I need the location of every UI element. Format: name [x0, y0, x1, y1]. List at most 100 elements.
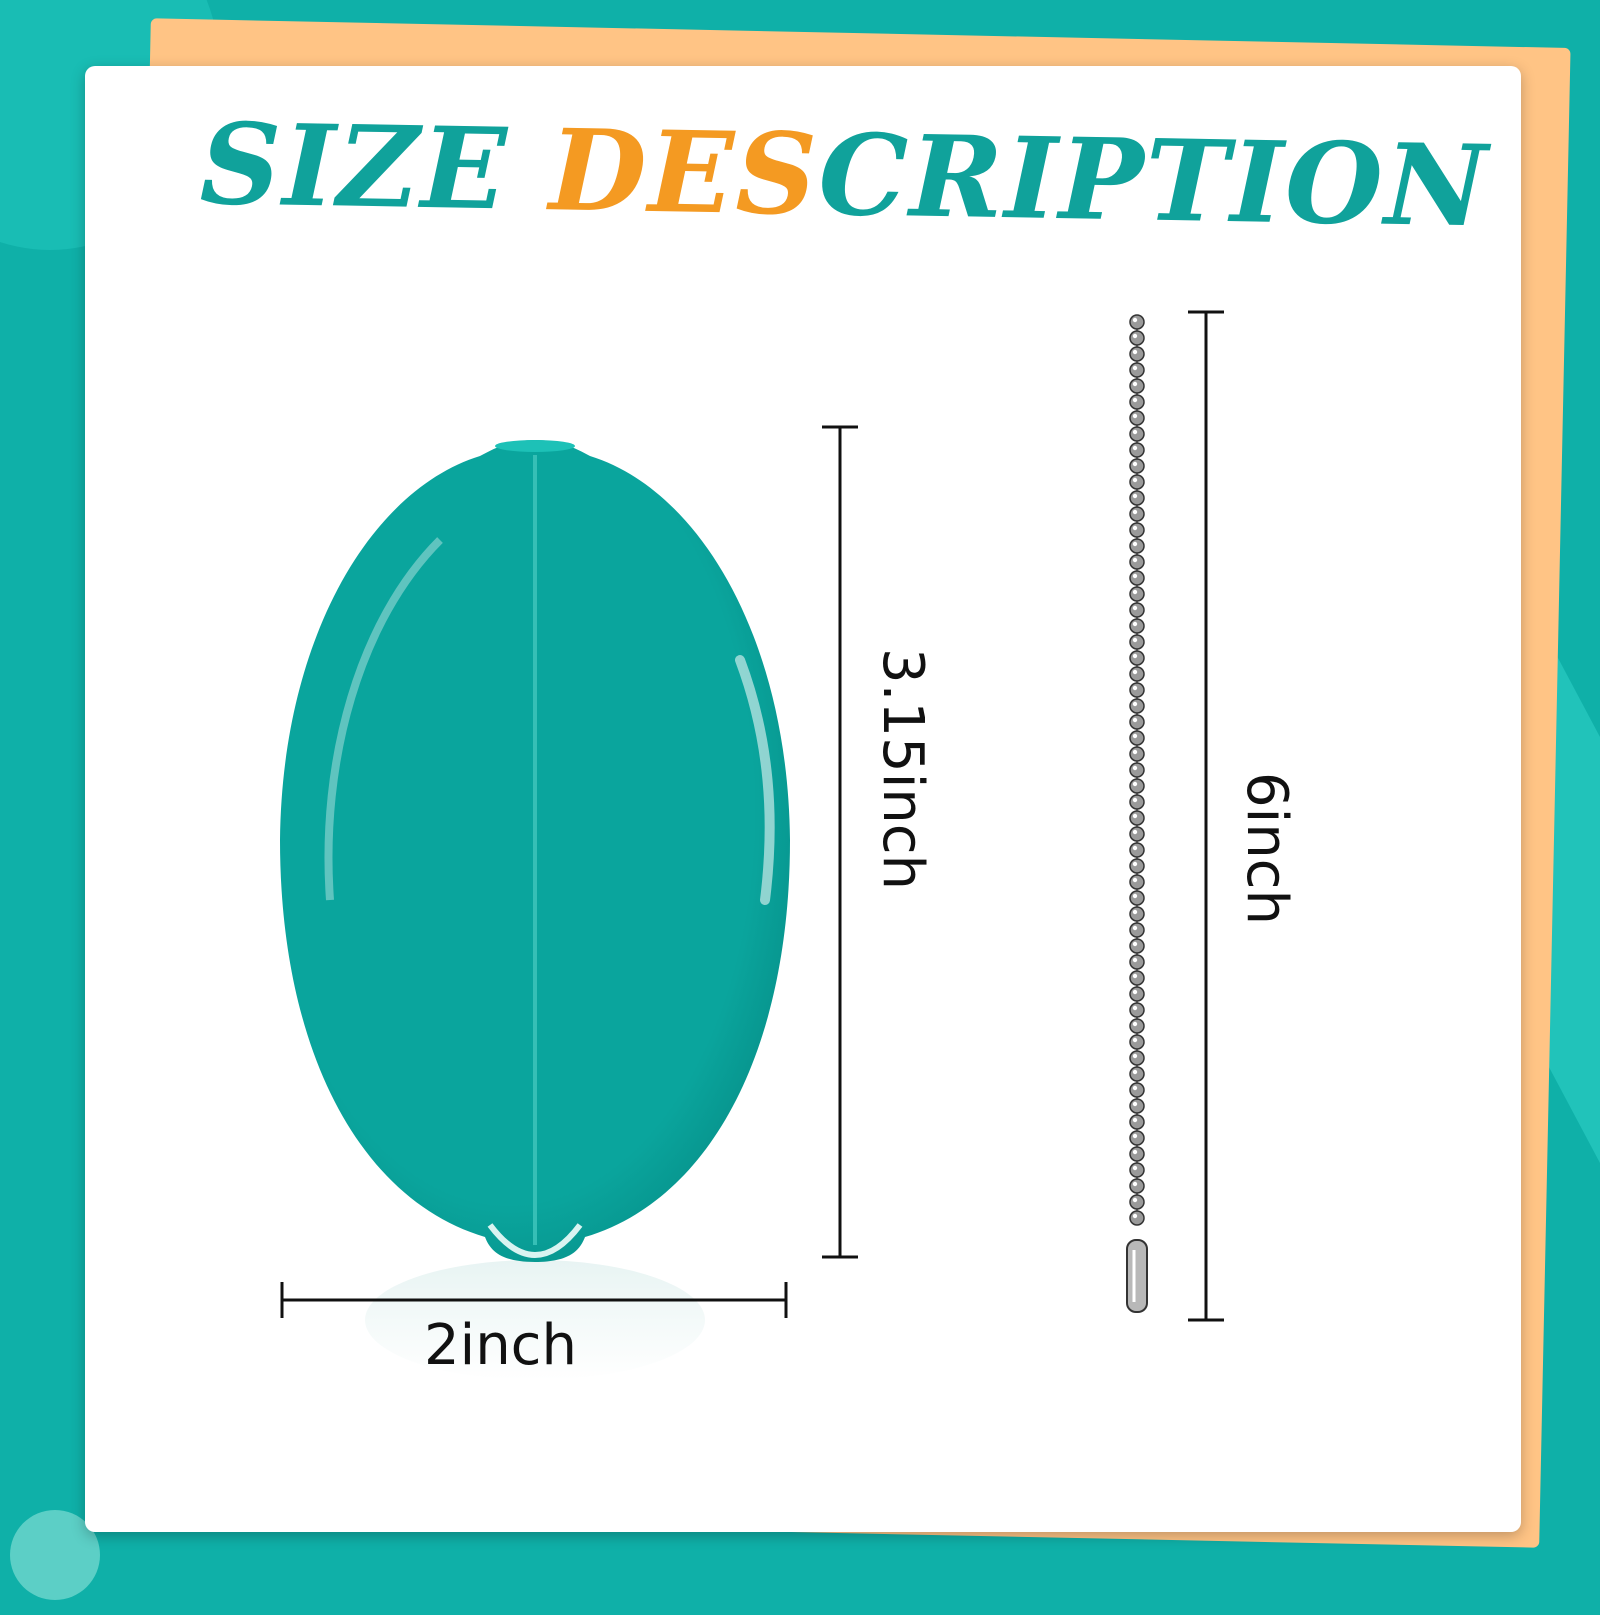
height-dimension-line	[822, 425, 858, 1259]
chain-ball	[1129, 730, 1145, 746]
chain-ball-highlight	[1132, 973, 1138, 979]
chain-ball	[1129, 666, 1145, 682]
chain-ball-highlight	[1132, 429, 1138, 435]
chain-ball	[1129, 570, 1145, 586]
chain-ball-highlight	[1132, 637, 1138, 643]
chain-ball	[1129, 858, 1145, 874]
height-label: 3.15inch	[870, 648, 935, 891]
chain-ball-highlight	[1132, 461, 1138, 467]
chain-ball-highlight	[1132, 813, 1138, 819]
chain-ball-highlight	[1132, 349, 1138, 355]
chain-ball	[1129, 890, 1145, 906]
chain-ball-highlight	[1132, 1165, 1138, 1171]
chain-ball-highlight	[1132, 1101, 1138, 1107]
chain-ball-highlight	[1132, 861, 1138, 867]
chain-ball	[1129, 378, 1145, 394]
chain-ball	[1129, 826, 1145, 842]
chain-ball	[1129, 970, 1145, 986]
product-reflection	[365, 1260, 705, 1380]
chain-ball	[1129, 650, 1145, 666]
chain-ball-highlight	[1132, 925, 1138, 931]
chain-ball-highlight	[1132, 573, 1138, 579]
chain-ball-highlight	[1132, 765, 1138, 771]
chain-ball-highlight	[1132, 1021, 1138, 1027]
chain-ball	[1129, 810, 1145, 826]
chain-ball	[1129, 1018, 1145, 1034]
chain-ball	[1129, 874, 1145, 890]
chain-ball	[1129, 618, 1145, 634]
chain-ball	[1129, 394, 1145, 410]
chain-ball-highlight	[1132, 1197, 1138, 1203]
chain-ball-highlight	[1132, 653, 1138, 659]
chain-ball	[1129, 1034, 1145, 1050]
chain-ball-highlight	[1132, 669, 1138, 675]
chain-ball	[1129, 522, 1145, 538]
chain-ball	[1129, 938, 1145, 954]
chain-ball-highlight	[1132, 797, 1138, 803]
chain-ball	[1129, 698, 1145, 714]
chain-ball-highlight	[1132, 1133, 1138, 1139]
chain-ball-highlight	[1132, 909, 1138, 915]
chain-ball-highlight	[1132, 1085, 1138, 1091]
chain-ball	[1129, 954, 1145, 970]
chain-ball-highlight	[1132, 589, 1138, 595]
chain-length-label: 6inch	[1234, 772, 1299, 925]
chain-ball	[1129, 1178, 1145, 1194]
chain-ball	[1129, 602, 1145, 618]
chain-ball-highlight	[1132, 893, 1138, 899]
chain-ball	[1129, 330, 1145, 346]
chain-ball-highlight	[1132, 413, 1138, 419]
chain-ball	[1129, 1210, 1145, 1226]
chain-ball-highlight	[1132, 365, 1138, 371]
chain-ball	[1129, 922, 1145, 938]
chain-ball-highlight	[1132, 941, 1138, 947]
chain-ball-highlight	[1132, 685, 1138, 691]
chain-ball-highlight	[1132, 845, 1138, 851]
chain-ball-highlight	[1132, 1053, 1138, 1059]
chain-ball-highlight	[1132, 989, 1138, 995]
ball-chain-icon	[1126, 314, 1148, 1313]
chain-ball-highlight	[1132, 1181, 1138, 1187]
chain-ball	[1129, 1066, 1145, 1082]
chain-ball-highlight	[1132, 781, 1138, 787]
chain-ball-highlight	[1132, 445, 1138, 451]
chain-ball	[1129, 634, 1145, 650]
chain-ball-highlight	[1132, 957, 1138, 963]
chain-ball-highlight	[1132, 605, 1138, 611]
chain-ball	[1129, 1098, 1145, 1114]
chain-ball	[1129, 1082, 1145, 1098]
chain-ball	[1129, 778, 1145, 794]
chain-ball-highlight	[1132, 557, 1138, 563]
chain-ball	[1129, 762, 1145, 778]
chain-ball-highlight	[1132, 477, 1138, 483]
chain-ball-highlight	[1132, 1037, 1138, 1043]
chain-ball	[1129, 474, 1145, 490]
chain-ball	[1129, 458, 1145, 474]
chain-ball	[1129, 410, 1145, 426]
chain-ball	[1129, 746, 1145, 762]
chain-ball	[1129, 794, 1145, 810]
chain-ball	[1129, 714, 1145, 730]
chain-ball-highlight	[1132, 397, 1138, 403]
chain-ball-highlight	[1132, 621, 1138, 627]
chain-ball-highlight	[1132, 733, 1138, 739]
chain-ball	[1129, 842, 1145, 858]
chain-ball	[1129, 586, 1145, 602]
chain-clasp	[1126, 1239, 1148, 1313]
chain-ball-highlight	[1132, 509, 1138, 515]
chain-ball	[1129, 554, 1145, 570]
chain-ball	[1129, 506, 1145, 522]
chain-ball	[1129, 1050, 1145, 1066]
chain-ball-highlight	[1132, 333, 1138, 339]
chain-ball	[1129, 1130, 1145, 1146]
chain-ball	[1129, 1194, 1145, 1210]
chain-ball-highlight	[1132, 1005, 1138, 1011]
chain-ball-highlight	[1132, 749, 1138, 755]
chain-ball-highlight	[1132, 493, 1138, 499]
chain-ball-highlight	[1132, 701, 1138, 707]
chain-ball	[1129, 538, 1145, 554]
chain-ball-highlight	[1132, 717, 1138, 723]
chain-ball	[1129, 346, 1145, 362]
chain-ball-highlight	[1132, 381, 1138, 387]
